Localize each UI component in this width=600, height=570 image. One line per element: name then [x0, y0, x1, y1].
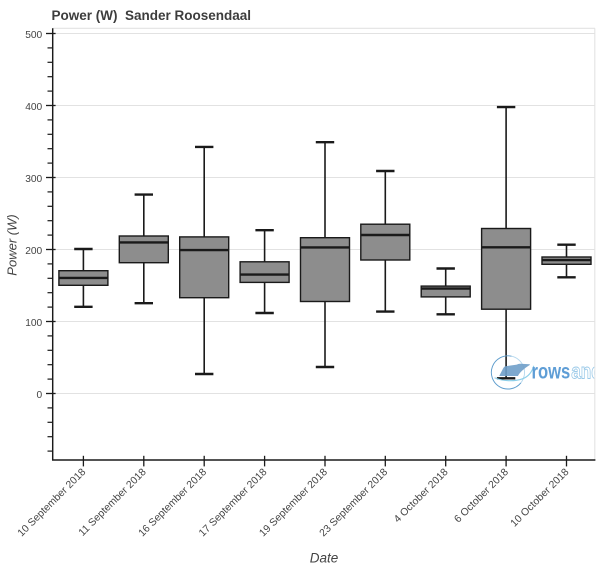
svg-text:Power (W): Power (W)	[5, 214, 20, 275]
svg-text:100: 100	[25, 318, 42, 329]
svg-text:200: 200	[25, 246, 42, 257]
svg-text:300: 300	[25, 174, 42, 185]
svg-text:rows: rows	[532, 360, 571, 384]
svg-text:500: 500	[25, 30, 42, 41]
svg-text:Date: Date	[310, 550, 339, 565]
svg-text:0: 0	[37, 390, 43, 401]
svg-text:Power (W) Sander Roosendaal: Power (W) Sander Roosendaal	[52, 8, 252, 23]
svg-text:and: and	[571, 360, 600, 384]
svg-text:400: 400	[25, 102, 42, 113]
